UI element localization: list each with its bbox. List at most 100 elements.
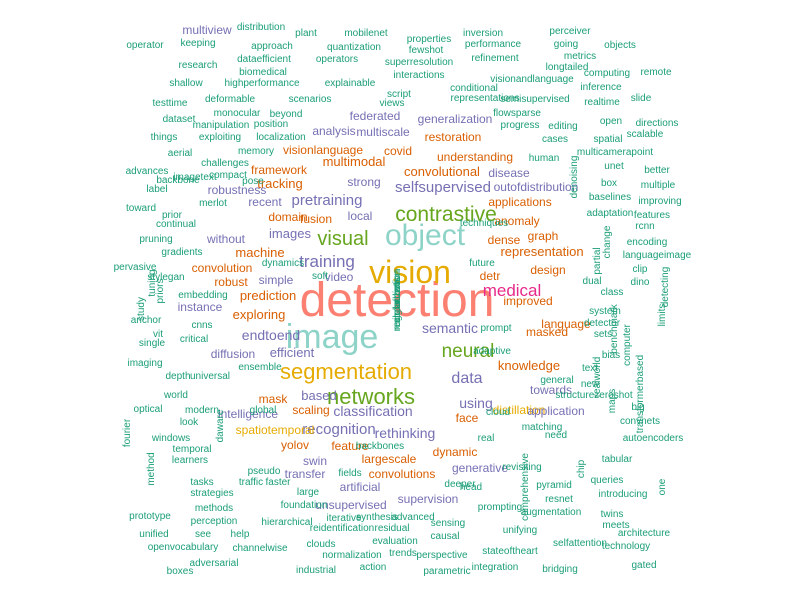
word-distribution: distribution (237, 22, 285, 33)
word-detecting: detecting (660, 267, 671, 308)
word-transfer: transfer (285, 467, 326, 481)
word-multimodal: multimodal (323, 154, 386, 169)
word-deformable: deformable (205, 94, 255, 105)
word-look: look (180, 417, 199, 428)
word-pose: pose (242, 176, 264, 187)
word-face: face (456, 411, 479, 425)
word-continual: continual (156, 219, 196, 230)
word-computing: computing (584, 68, 630, 79)
word-daware: daware (215, 409, 226, 442)
word-properties: properties (407, 34, 451, 45)
word-language: language (541, 317, 591, 331)
word-inference: inference (580, 82, 622, 93)
word-covid: covid (384, 144, 412, 158)
word-compact: compact (209, 170, 247, 181)
word-method: method (146, 452, 157, 485)
word-baselines: baselines (589, 192, 631, 203)
word-faster: faster (265, 477, 291, 488)
word-progress: progress (501, 120, 540, 131)
word-medical: medical (483, 281, 542, 300)
word-conditional: conditional (450, 83, 498, 94)
word-new: new (581, 379, 600, 390)
word-federated: federated (350, 109, 401, 123)
word-segmentation: segmentation (280, 359, 412, 384)
word-tuning: tuning (147, 269, 158, 296)
word-selfsupervised: selfsupervised (395, 179, 491, 196)
word-scalable: scalable (627, 129, 664, 140)
word-dino: dino (631, 277, 650, 288)
word-manipulation: manipulation (193, 120, 250, 131)
word-real: real (478, 433, 495, 444)
word-large: large (297, 487, 320, 498)
word-semantic: semantic (422, 320, 478, 336)
word-editing: editing (548, 121, 577, 132)
word-stateoftheart: stateoftheart (482, 546, 538, 557)
word-improving: improving (638, 196, 681, 207)
word-detection: detection (300, 274, 495, 327)
word-multiple: multiple (641, 180, 676, 191)
word-class: class (601, 287, 624, 298)
word-cases: cases (542, 134, 568, 145)
word-superresolution: superresolution (385, 57, 453, 68)
word-twins: twins (601, 509, 624, 520)
word-head: head (460, 482, 482, 493)
word-technology: technology (602, 541, 650, 552)
word-spatial: spatial (594, 134, 623, 145)
word-design: design (530, 263, 565, 277)
word-pseudo: pseudo (248, 466, 281, 477)
word-distillation: distillation (493, 403, 546, 417)
word-open: open (600, 116, 622, 127)
word-explainable: explainable (325, 78, 376, 89)
word-boxes: boxes (167, 566, 194, 577)
word-disease: disease (488, 166, 530, 180)
word-study: study (136, 297, 147, 321)
word-meets: meets (602, 520, 629, 531)
word-challenges: challenges (201, 158, 249, 169)
word-beyond: beyond (270, 109, 303, 120)
word-views: views (379, 98, 404, 109)
word-remote: remote (640, 67, 672, 78)
word-channelwise: channelwise (232, 543, 287, 554)
word-directions: directions (636, 118, 679, 129)
word-dual: dual (583, 276, 602, 287)
word-stylegan: stylegan (147, 272, 184, 283)
word-video: video (325, 270, 354, 284)
word-framework: framework (251, 163, 308, 177)
word-operators: operators (316, 54, 358, 65)
word-images: images (269, 226, 311, 241)
word-longtailed: longtailed (546, 62, 589, 73)
word-dataset: dataset (163, 114, 196, 125)
word-normalization: normalization (322, 550, 381, 561)
word-perspective: perspective (416, 550, 468, 561)
word-prompt: prompt (480, 323, 511, 334)
word-advances: advances (126, 166, 169, 177)
word-vit: vit (153, 329, 163, 340)
word-hierarchical: hierarchical (261, 517, 312, 528)
word-selfattention: selfattention (553, 538, 607, 549)
word-benchmark: benchmark (609, 303, 620, 353)
word-toward: toward (126, 203, 156, 214)
word-going: going (554, 39, 578, 50)
word-mask: mask (259, 392, 289, 406)
word-multicamerapoint: multicamerapoint (577, 147, 653, 158)
word-unified: unified (139, 529, 168, 540)
word-integration: integration (472, 562, 519, 573)
word-operator: operator (126, 40, 164, 51)
word-reidentification: reidentification (310, 523, 374, 534)
word-multiview: multiview (182, 23, 232, 37)
word-intelligence: intelligence (218, 407, 278, 421)
word-without: without (206, 232, 246, 246)
word-inversion: inversion (463, 28, 503, 39)
word-quantization: quantization (327, 42, 381, 53)
word-future: future (469, 258, 495, 269)
word-prediction: prediction (240, 288, 296, 303)
word-label: label (146, 184, 167, 195)
word-knowledge: knowledge (498, 358, 560, 373)
word-understanding: understanding (437, 150, 513, 164)
word-clouds: clouds (307, 539, 336, 550)
word-perception: perception (191, 516, 238, 527)
word-realtime: realtime (584, 97, 620, 108)
word-transformerbased: transformerbased (635, 355, 646, 433)
word-dynamics: dynamics (262, 258, 304, 269)
word-using: using (459, 395, 492, 411)
